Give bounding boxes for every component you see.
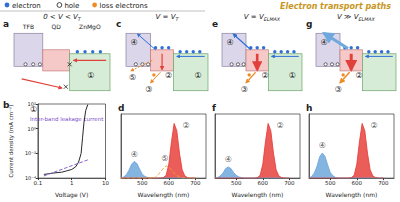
svg-text:Wavelength (nm): Wavelength (nm): [232, 191, 284, 199]
svg-text:e: e: [212, 19, 218, 29]
svg-text:④: ④: [320, 38, 327, 47]
svg-text:0.1: 0.1: [34, 180, 43, 186]
svg-text:Current density (mA cm⁻²): Current density (mA cm⁻²): [8, 105, 15, 178]
svg-text:①: ①: [30, 104, 38, 114]
svg-text:c: c: [116, 19, 121, 29]
svg-text:V ≫ VELMAX: V ≫ VELMAX: [337, 13, 375, 22]
svg-text:10²: 10²: [28, 101, 36, 107]
svg-text:0 < V < VT: 0 < V < VT: [43, 13, 82, 22]
svg-text:③: ③: [145, 85, 152, 94]
svg-text:③: ③: [241, 85, 248, 94]
svg-text:10⁻⁴: 10⁻⁴: [24, 175, 36, 182]
svg-text:Inter-band leakage current: Inter-band leakage current: [30, 116, 104, 123]
svg-text:④: ④: [319, 141, 326, 150]
svg-text:①: ①: [87, 71, 94, 80]
svg-text:loss electrons: loss electrons: [100, 2, 148, 10]
svg-text:②: ②: [262, 71, 269, 80]
svg-text:10: 10: [102, 180, 109, 186]
svg-text:a: a: [3, 19, 9, 29]
svg-text:b: b: [3, 100, 10, 110]
svg-text:⑤: ⑤: [161, 154, 168, 163]
svg-text:QD: QD: [52, 23, 62, 30]
svg-text:600: 600: [258, 180, 269, 186]
svg-text:ZnMgO: ZnMgO: [79, 23, 101, 31]
svg-text:hole: hole: [64, 2, 79, 10]
svg-text:1: 1: [70, 180, 74, 186]
svg-text:④: ④: [131, 38, 138, 47]
svg-text:④: ④: [225, 155, 232, 164]
svg-text:③: ③: [335, 85, 342, 94]
svg-text:①: ①: [289, 71, 296, 80]
svg-text:h: h: [306, 103, 312, 113]
svg-text:①: ①: [195, 71, 202, 80]
svg-text:600: 600: [352, 180, 363, 186]
svg-text:500: 500: [137, 180, 148, 186]
svg-text:500: 500: [231, 180, 242, 186]
svg-text:10⁻²: 10⁻²: [25, 150, 36, 156]
svg-text:Electron transport paths: Electron transport paths: [280, 2, 391, 11]
svg-text:②: ②: [182, 121, 189, 130]
svg-text:Wavelength (nm): Wavelength (nm): [138, 191, 190, 199]
svg-text:②: ②: [370, 121, 377, 130]
svg-text:10⁰: 10⁰: [28, 126, 36, 132]
svg-text:600: 600: [164, 180, 175, 186]
svg-text:V = VELMAX: V = VELMAX: [244, 13, 281, 22]
svg-text:500: 500: [325, 180, 336, 186]
svg-text:electron: electron: [12, 2, 41, 10]
svg-text:700: 700: [378, 180, 389, 186]
svg-text:700: 700: [284, 180, 295, 186]
svg-text:Voltage (V): Voltage (V): [55, 191, 88, 199]
svg-text:TFB: TFB: [22, 23, 34, 30]
svg-text:700: 700: [190, 180, 201, 186]
svg-text:④: ④: [131, 150, 138, 159]
svg-text:⑤: ⑤: [129, 73, 136, 82]
svg-text:g: g: [306, 19, 312, 29]
svg-text:d: d: [118, 103, 124, 113]
svg-text:④: ④: [226, 38, 233, 47]
svg-text:②: ②: [276, 121, 283, 130]
svg-text:②: ②: [165, 71, 172, 80]
svg-text:②: ②: [356, 71, 363, 80]
svg-text:f: f: [212, 103, 216, 113]
svg-text:Wavelength (nm): Wavelength (nm): [326, 191, 378, 199]
svg-text:V = VT: V = VT: [156, 13, 180, 22]
